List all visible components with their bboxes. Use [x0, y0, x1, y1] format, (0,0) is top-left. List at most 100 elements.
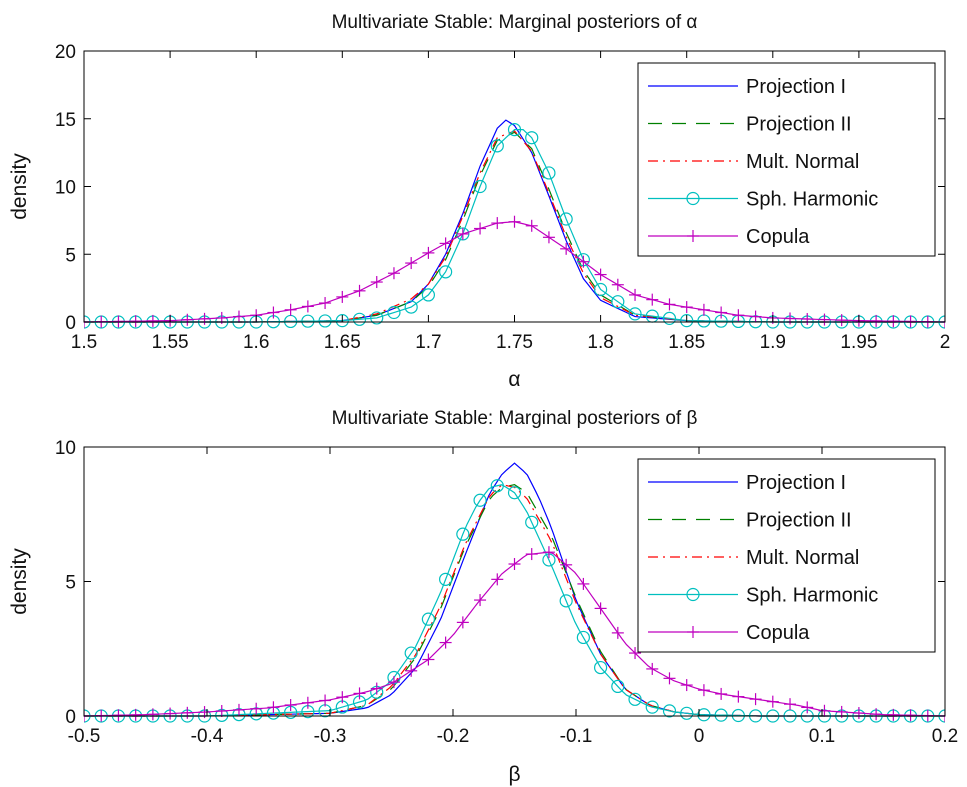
series-marker: [422, 246, 435, 259]
series-marker: [215, 704, 228, 717]
series-marker: [112, 315, 125, 328]
series-marker: [697, 708, 711, 722]
alpha-posterior-chart: Multivariate Stable: Marginal posteriors…: [8, 12, 950, 391]
series-marker: [146, 708, 159, 721]
x-tick-label: 1.75: [496, 332, 533, 353]
x-tick-label: -0.3: [314, 726, 347, 747]
legend-entry-label: Mult. Normal: [746, 151, 859, 173]
series-marker: [405, 257, 418, 270]
x-tick-label: -0.4: [191, 726, 224, 747]
x-tick-label: 0.1: [809, 726, 835, 747]
x-tick-label: 0: [694, 726, 705, 747]
series-marker: [628, 307, 642, 321]
series-marker: [404, 646, 418, 660]
series-marker: [818, 704, 831, 717]
y-tick-label: 0: [65, 707, 76, 728]
series-marker: [421, 288, 435, 302]
series-marker: [559, 594, 573, 608]
series-marker: [439, 572, 453, 586]
series-marker: [560, 558, 573, 571]
x-axis-label: β: [508, 763, 520, 786]
legend-entry-label: Copula: [746, 622, 810, 644]
series-marker: [129, 708, 142, 721]
series-marker: [301, 300, 314, 313]
series-marker: [146, 314, 159, 327]
series-marker: [645, 700, 659, 714]
legend-entry-label: Projection II: [746, 114, 852, 136]
series-marker: [870, 314, 883, 327]
y-tick-label: 15: [55, 110, 76, 131]
series-marker: [560, 242, 573, 255]
series-marker: [801, 313, 814, 326]
series-marker: [352, 312, 367, 326]
series-marker: [714, 708, 728, 722]
legend-entry-label: Projection I: [746, 76, 846, 98]
series-marker: [525, 515, 539, 529]
series-marker: [404, 300, 418, 314]
series-marker: [784, 698, 797, 711]
series-marker: [852, 707, 865, 720]
series-marker: [164, 707, 177, 720]
x-tick-label: 1.8: [587, 332, 613, 353]
series-marker: [439, 636, 452, 649]
series-marker: [319, 297, 332, 310]
series-marker: [318, 314, 332, 328]
series-marker: [887, 315, 900, 328]
series-marker: [473, 493, 487, 507]
x-tick-label: -0.2: [437, 726, 470, 747]
series-line-projection-ii: [84, 484, 945, 717]
series-marker: [577, 577, 590, 590]
series-marker: [870, 708, 883, 721]
beta-posterior-chart: Multivariate Stable: Marginal posteriors…: [8, 408, 958, 786]
series-marker: [697, 303, 710, 316]
x-tick-label: 1.85: [668, 332, 705, 353]
series-marker: [542, 231, 555, 244]
legend-marker: [686, 587, 700, 602]
series-marker: [835, 314, 848, 327]
series-line-projection-ii: [84, 131, 945, 323]
series-marker: [887, 708, 900, 721]
series-marker: [301, 696, 314, 709]
series-marker: [629, 288, 642, 301]
y-tick-label: 20: [55, 42, 76, 63]
x-axis-label: α: [508, 368, 520, 391]
series-marker: [680, 679, 693, 692]
series-marker: [405, 664, 418, 677]
series-marker: [732, 690, 745, 703]
series-marker: [904, 315, 917, 328]
series-marker: [439, 237, 452, 250]
series-marker: [525, 548, 538, 561]
x-tick-label: -0.1: [560, 726, 593, 747]
series-marker: [335, 314, 349, 328]
series-marker: [439, 265, 453, 279]
series-marker: [663, 672, 676, 685]
series-marker: [474, 222, 487, 235]
x-tick-label: 1.5: [71, 332, 97, 353]
series-marker: [576, 630, 590, 645]
legend-box: [637, 458, 936, 653]
series-marker: [129, 315, 142, 328]
series-marker: [662, 311, 677, 325]
series-marker: [818, 313, 831, 326]
x-tick-label: 1.65: [324, 332, 361, 353]
series-marker: [593, 660, 608, 675]
chart-title: Multivariate Stable: Marginal posteriors…: [332, 12, 698, 33]
series-marker: [749, 310, 762, 323]
series-marker: [456, 227, 469, 240]
series-marker: [474, 594, 487, 607]
legend-entry-label: Projection II: [746, 510, 852, 532]
series-marker: [456, 527, 470, 541]
series-marker: [697, 684, 710, 697]
series-marker: [766, 695, 779, 708]
y-tick-label: 10: [55, 438, 76, 459]
series-marker: [508, 215, 521, 228]
series-marker: [542, 166, 556, 180]
series-marker: [370, 682, 383, 695]
series-marker: [490, 139, 504, 153]
series-marker: [473, 179, 487, 194]
x-tick-label: 1.9: [760, 332, 786, 353]
x-tick-label: 1.6: [243, 332, 269, 353]
series-marker: [542, 546, 555, 559]
y-axis-label: density: [8, 548, 31, 615]
y-tick-label: 0: [65, 313, 76, 334]
